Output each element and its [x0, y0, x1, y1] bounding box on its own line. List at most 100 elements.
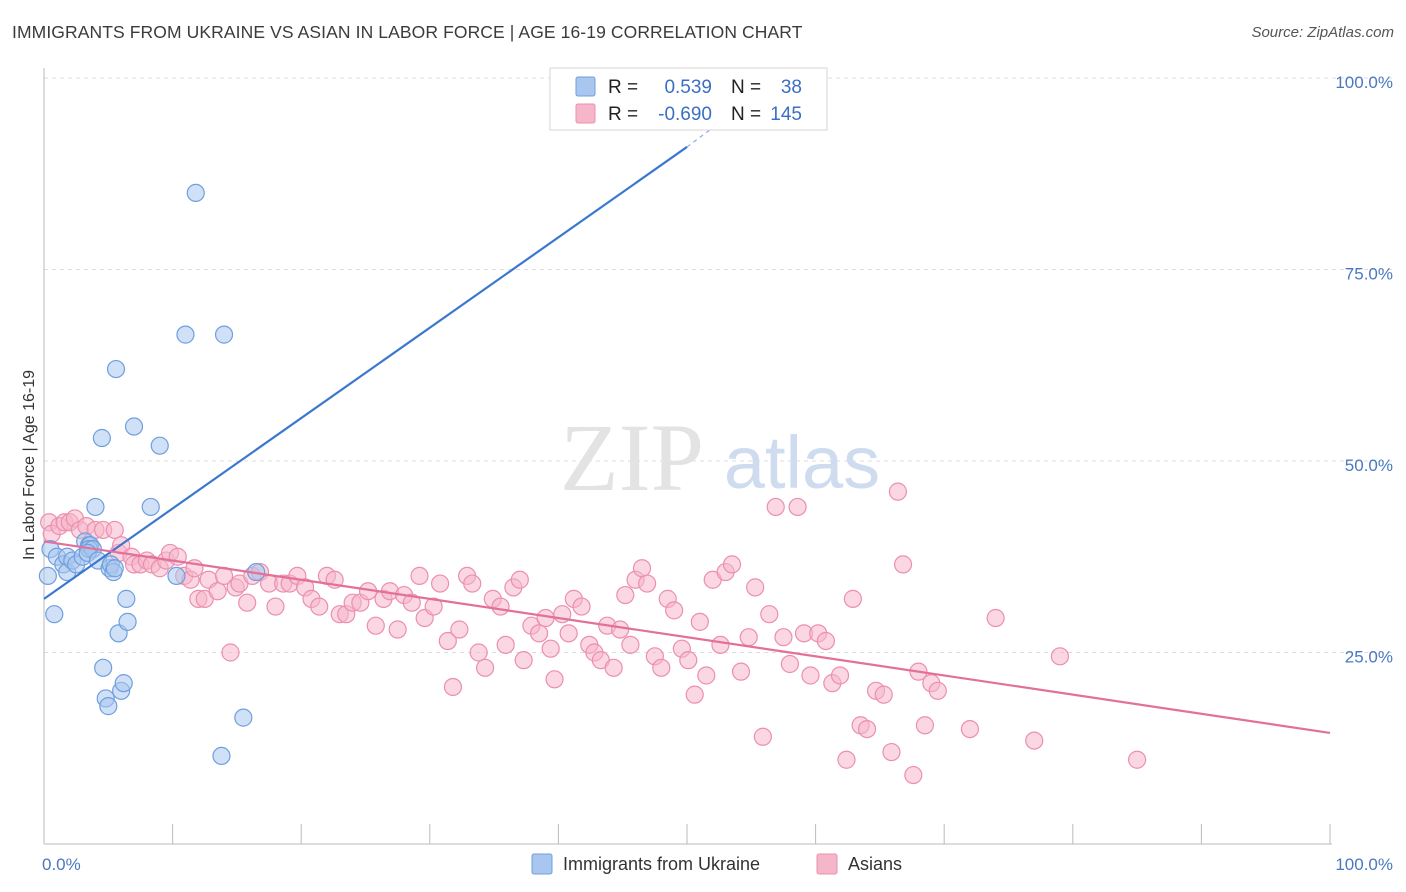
- trend-line-ukraine: [43, 146, 688, 600]
- point-asian-30: [221, 643, 240, 662]
- point-asian-59: [424, 597, 443, 616]
- point-asian-28: [208, 582, 227, 601]
- point-asian-92: [632, 559, 652, 578]
- point-ukraine-40: [234, 708, 253, 727]
- chart-source: Source: ZipAtlas.com: [1251, 24, 1394, 41]
- point-asian-137: [986, 608, 1005, 628]
- point-ukraine-36: [176, 325, 195, 344]
- point-asian-117: [801, 666, 820, 685]
- data-points: [38, 68, 1147, 785]
- legend-frame: [549, 67, 828, 131]
- point-asian-69: [491, 597, 510, 616]
- point-asian-106: [722, 555, 742, 574]
- point-ukraine-30: [117, 589, 136, 608]
- point-asian-61: [438, 631, 457, 651]
- point-ukraine-18: [92, 428, 111, 448]
- point-asian-87: [604, 658, 623, 677]
- point-asian-125: [857, 719, 877, 739]
- series-legend-label-asians: Asians: [848, 854, 902, 874]
- point-asian-136: [960, 719, 980, 739]
- point-ukraine-34: [150, 436, 169, 455]
- y-axis-label: In Labor Force | Age 16-19: [21, 370, 38, 560]
- point-asian-82: [572, 597, 591, 616]
- point-asian-112: [766, 497, 785, 517]
- watermark-atlas: atlas: [724, 421, 880, 504]
- gridlines: [44, 77, 1392, 653]
- point-asian-135: [928, 681, 947, 700]
- point-asian-127: [874, 685, 893, 704]
- point-asian-75: [530, 624, 549, 643]
- legend-r-value-ukraine: 0.539: [664, 77, 712, 98]
- point-asian-89: [616, 585, 635, 605]
- point-asian-122: [837, 750, 856, 769]
- point-asian-101: [690, 612, 709, 631]
- point-asian-97: [665, 601, 684, 620]
- series-legend-label-ukraine: Immigrants from Ukraine: [563, 854, 760, 874]
- point-ukraine-37: [186, 183, 205, 202]
- legend-swatch-asians: [575, 103, 596, 124]
- point-asian-115: [788, 497, 807, 517]
- y-tick-label-50: 50.0%: [1345, 456, 1393, 475]
- point-asian-110: [753, 727, 772, 746]
- series-legend-swatch-asians: [816, 853, 838, 875]
- point-ukraine-0: [38, 566, 57, 586]
- point-ukraine-2: [45, 605, 64, 624]
- point-asian-70: [496, 635, 515, 654]
- point-ukraine-21: [99, 697, 118, 716]
- legend-n-value-ukraine: 38: [781, 77, 802, 98]
- point-asian-51: [366, 616, 385, 635]
- legend-n-value-asians: 145: [770, 104, 802, 125]
- point-asian-80: [559, 624, 578, 643]
- legend-r-label-ukraine: R =: [608, 77, 638, 98]
- point-asian-43: [310, 597, 329, 616]
- tick-labels: 25.0% 50.0% 75.0% 100.0% 0.0% 100.0%: [42, 73, 1393, 874]
- point-asian-62: [443, 677, 463, 697]
- point-ukraine-25: [105, 559, 124, 578]
- point-ukraine-29: [114, 674, 133, 693]
- point-asian-63: [450, 620, 469, 639]
- trend-line-asian: [43, 540, 1331, 735]
- point-asian-111: [760, 605, 779, 624]
- point-asian-66: [469, 643, 488, 662]
- point-asian-77: [541, 639, 560, 658]
- point-asian-90: [621, 635, 640, 654]
- point-ukraine-31: [118, 612, 137, 631]
- point-asian-128: [882, 742, 901, 762]
- axes: [43, 68, 1332, 845]
- point-ukraine-16: [86, 497, 105, 517]
- legend-r-value-asians: -0.690: [658, 104, 712, 125]
- point-asian-139: [1050, 647, 1070, 666]
- legend-r-label-asians: R =: [608, 104, 638, 125]
- x-tick-label-max: 100.0%: [1335, 855, 1393, 874]
- y-tick-label-25: 25.0%: [1345, 648, 1393, 667]
- legend-n-label-ukraine: N =: [731, 77, 761, 98]
- point-asian-93: [638, 574, 657, 593]
- point-asian-60: [430, 574, 450, 593]
- point-asian-72: [510, 570, 529, 589]
- point-asian-119: [816, 631, 835, 651]
- point-asian-73: [514, 651, 533, 670]
- legend-n-label-asians: N =: [731, 104, 761, 125]
- legend: R = 0.539 N = 38 R = -0.690 N = 145: [549, 67, 828, 131]
- y-tick-label-75: 75.0%: [1345, 265, 1393, 284]
- series-legend-swatch-ukraine: [531, 853, 553, 875]
- point-asian-109: [746, 578, 765, 597]
- point-asian-107: [731, 662, 751, 681]
- point-asian-100: [685, 685, 704, 704]
- point-asian-114: [780, 654, 799, 674]
- x-tick-label-min: 0.0%: [42, 855, 81, 874]
- point-ukraine-35: [167, 566, 186, 586]
- point-ukraine-26: [106, 359, 126, 379]
- point-ukraine-39: [214, 325, 234, 344]
- point-asian-54: [388, 620, 407, 639]
- point-asian-104: [711, 635, 730, 654]
- point-ukraine-38: [212, 746, 231, 766]
- point-asian-102: [697, 666, 716, 685]
- point-asian-129: [888, 482, 908, 501]
- point-asian-99: [679, 651, 698, 670]
- point-ukraine-32: [124, 417, 144, 436]
- watermark: ZIP atlas: [560, 404, 880, 511]
- point-asian-133: [915, 716, 935, 735]
- point-asian-108: [739, 628, 758, 647]
